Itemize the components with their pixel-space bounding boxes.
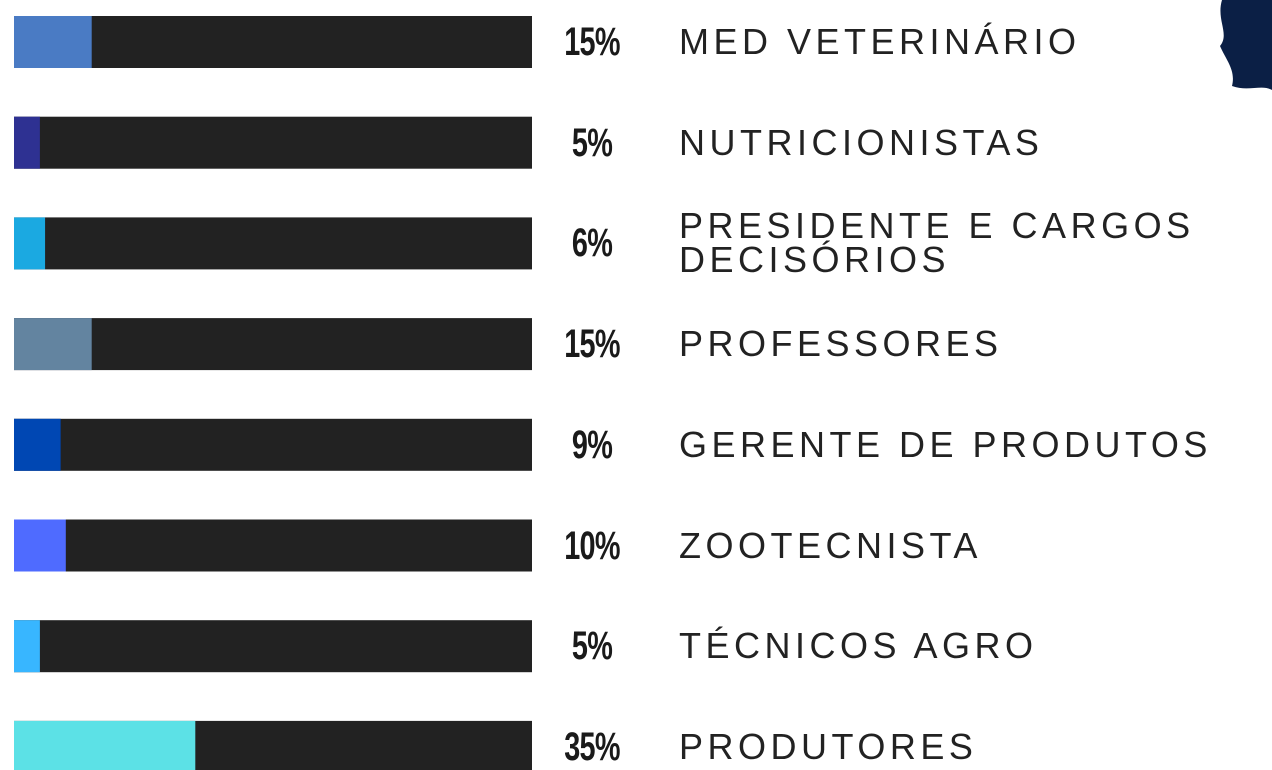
category-label: PROFESSORES	[679, 294, 1269, 394]
value-label: 6%	[549, 223, 635, 263]
bar-track	[14, 419, 532, 471]
category-label: ZOOTECNISTA	[679, 496, 1269, 596]
category-label: MED VETERINÁRIO	[679, 0, 1269, 92]
bar	[14, 217, 45, 269]
infographic: 15% MED VETERINÁRIO 5% NUTRICIONISTAS 6% PRES…	[0, 0, 1272, 770]
value-label: 5%	[549, 626, 635, 666]
bar	[14, 520, 66, 572]
bar-track	[14, 620, 532, 672]
value-label: 9%	[549, 425, 635, 465]
bar-track	[14, 117, 532, 169]
value-label: 35%	[549, 727, 635, 767]
category-label: PRESIDENTE E CARGOS DECISÓRIOS	[679, 193, 1269, 293]
bar-track	[14, 217, 532, 269]
bar	[14, 16, 92, 68]
category-label: NUTRICIONISTAS	[679, 93, 1269, 193]
bar	[14, 318, 92, 370]
value-label: 5%	[549, 123, 635, 163]
category-label: GERENTE DE PRODUTOS	[679, 395, 1269, 495]
value-label: 15%	[549, 22, 635, 62]
category-label: PRODUTORES	[679, 697, 1269, 770]
bar	[14, 721, 195, 770]
category-label: TÉCNICOS AGRO	[679, 596, 1269, 696]
bar	[14, 620, 40, 672]
value-label: 15%	[549, 324, 635, 364]
bar	[14, 419, 61, 471]
bar	[14, 117, 40, 169]
bar-track	[14, 520, 532, 572]
value-label: 10%	[549, 526, 635, 566]
